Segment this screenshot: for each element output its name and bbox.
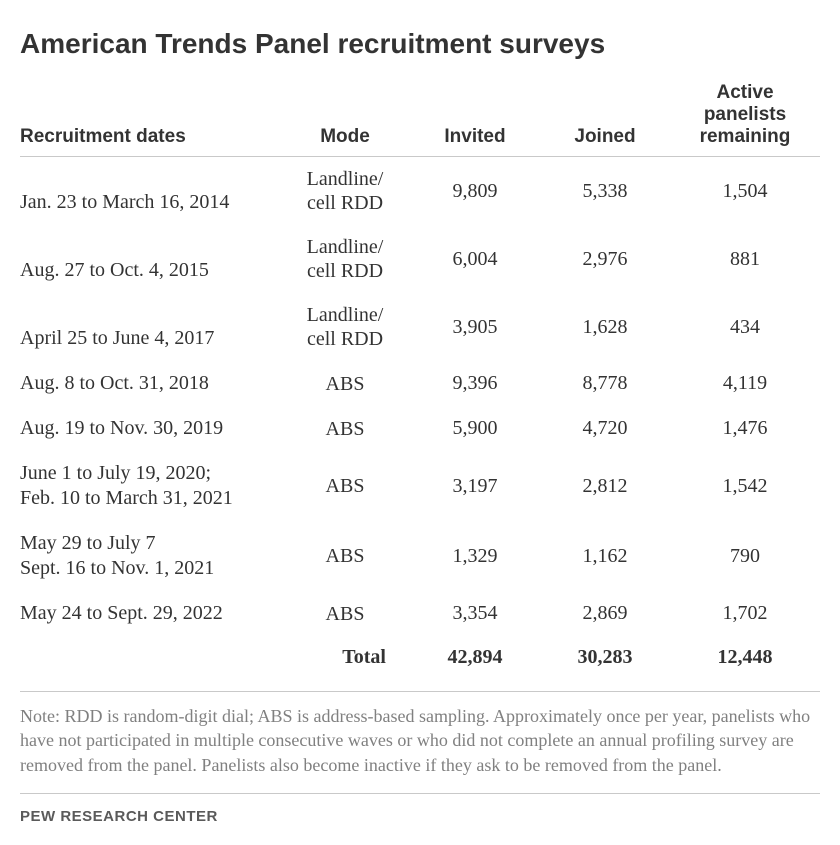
col-header-active: Active panelists remaining [670, 78, 820, 157]
cell-invited: 9,396 [410, 361, 540, 406]
cell-joined: 2,869 [540, 591, 670, 636]
col-header-dates: Recruitment dates [20, 78, 280, 157]
cell-invited: 9,809 [410, 157, 540, 226]
cell-active: 1,702 [670, 591, 820, 636]
table-header-row: Recruitment dates Mode Invited Joined Ac… [20, 78, 820, 157]
cell-joined: 5,338 [540, 157, 670, 226]
table-row: Aug. 27 to Oct. 4, 2015Landline/cell RDD… [20, 225, 820, 293]
cell-mode: ABS [280, 451, 410, 521]
cell-mode: ABS [280, 406, 410, 451]
cell-invited: 3,905 [410, 293, 540, 361]
cell-mode: ABS [280, 521, 410, 591]
cell-dates: Aug. 19 to Nov. 30, 2019 [20, 406, 280, 451]
cell-active: 881 [670, 225, 820, 293]
cell-mode: Landline/cell RDD [280, 225, 410, 293]
cell-dates: Jan. 23 to March 16, 2014 [20, 157, 280, 226]
col-header-joined: Joined [540, 78, 670, 157]
figure-title: American Trends Panel recruitment survey… [20, 28, 820, 60]
col-header-invited: Invited [410, 78, 540, 157]
table-row: April 25 to June 4, 2017Landline/cell RD… [20, 293, 820, 361]
cell-mode: Landline/cell RDD [280, 293, 410, 361]
col-header-mode: Mode [280, 78, 410, 157]
cell-active: 790 [670, 521, 820, 591]
cell-invited: 3,354 [410, 591, 540, 636]
divider: Note: RDD is random-digit dial; ABS is a… [20, 691, 820, 825]
cell-active: 1,504 [670, 157, 820, 226]
figure-note: Note: RDD is random-digit dial; ABS is a… [20, 704, 820, 793]
table-row: Aug. 19 to Nov. 30, 2019ABS5,9004,7201,4… [20, 406, 820, 451]
table-row: May 24 to Sept. 29, 2022ABS3,3542,8691,7… [20, 591, 820, 636]
cell-joined: 2,812 [540, 451, 670, 521]
cell-active: 1,542 [670, 451, 820, 521]
cell-dates: April 25 to June 4, 2017 [20, 293, 280, 361]
total-active: 12,448 [670, 636, 820, 679]
cell-invited: 5,900 [410, 406, 540, 451]
cell-joined: 8,778 [540, 361, 670, 406]
table-row: Jan. 23 to March 16, 2014Landline/cell R… [20, 157, 820, 226]
table-row: May 29 to July 7Sept. 16 to Nov. 1, 2021… [20, 521, 820, 591]
total-joined: 30,283 [540, 636, 670, 679]
cell-joined: 2,976 [540, 225, 670, 293]
cell-invited: 6,004 [410, 225, 540, 293]
cell-mode: Landline/cell RDD [280, 157, 410, 226]
cell-active: 1,476 [670, 406, 820, 451]
total-label: Total [280, 636, 410, 679]
table-row: June 1 to July 19, 2020;Feb. 10 to March… [20, 451, 820, 521]
cell-invited: 3,197 [410, 451, 540, 521]
table-row: Aug. 8 to Oct. 31, 2018ABS9,3968,7784,11… [20, 361, 820, 406]
cell-mode: ABS [280, 361, 410, 406]
cell-joined: 1,162 [540, 521, 670, 591]
table-total-row: Total 42,894 30,283 12,448 [20, 636, 820, 679]
table-figure: American Trends Panel recruitment survey… [20, 28, 820, 825]
total-invited: 42,894 [410, 636, 540, 679]
cell-active: 4,119 [670, 361, 820, 406]
cell-active: 434 [670, 293, 820, 361]
table-body: Jan. 23 to March 16, 2014Landline/cell R… [20, 157, 820, 637]
total-spacer [20, 636, 280, 679]
cell-dates: May 29 to July 7Sept. 16 to Nov. 1, 2021 [20, 521, 280, 591]
cell-dates: Aug. 8 to Oct. 31, 2018 [20, 361, 280, 406]
recruitment-table: Recruitment dates Mode Invited Joined Ac… [20, 78, 820, 679]
cell-joined: 4,720 [540, 406, 670, 451]
cell-mode: ABS [280, 591, 410, 636]
cell-dates: Aug. 27 to Oct. 4, 2015 [20, 225, 280, 293]
cell-dates: June 1 to July 19, 2020;Feb. 10 to March… [20, 451, 280, 521]
cell-joined: 1,628 [540, 293, 670, 361]
cell-invited: 1,329 [410, 521, 540, 591]
cell-dates: May 24 to Sept. 29, 2022 [20, 591, 280, 636]
